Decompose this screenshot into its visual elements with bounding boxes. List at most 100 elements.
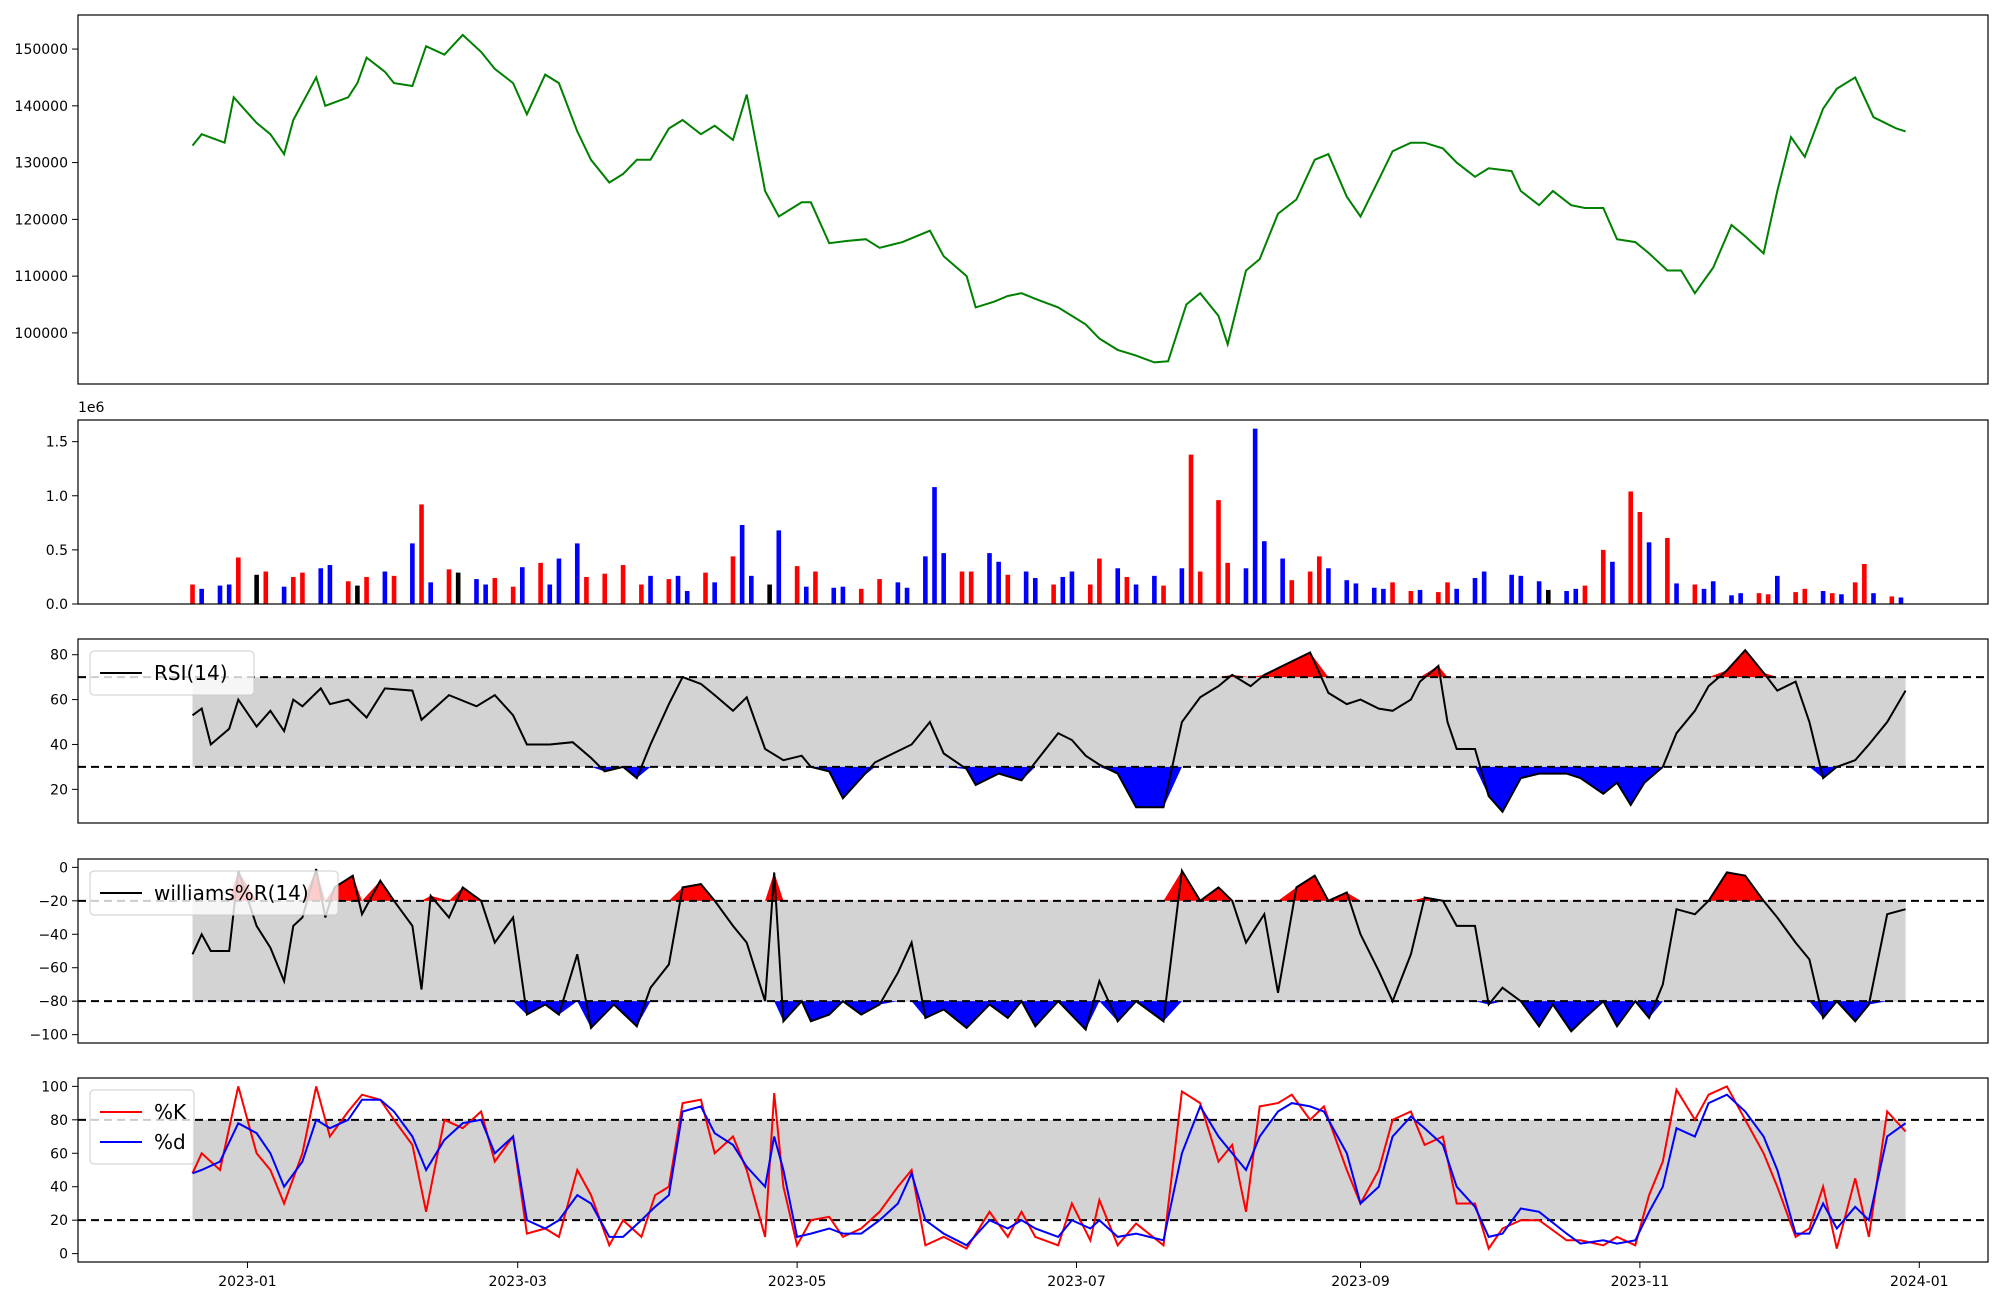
price-ytick-label: 110000 xyxy=(15,269,68,285)
volume-ytick-label: 0.0 xyxy=(46,597,68,613)
volume-bar xyxy=(1124,576,1130,604)
volume-bar xyxy=(254,574,259,604)
volume-bar xyxy=(1536,581,1542,604)
williams-axes-frame xyxy=(77,858,1989,1044)
volume-bar xyxy=(1371,587,1377,604)
williams-band-fill xyxy=(192,900,1906,1002)
stochastic-ytick-label: 40 xyxy=(50,1180,68,1196)
volume-bar xyxy=(666,579,672,604)
volume-bar xyxy=(364,576,369,604)
volume-bar xyxy=(739,524,745,604)
volume-bar xyxy=(1509,574,1514,604)
volume-bar xyxy=(1582,585,1588,604)
price-ytick-label: 140000 xyxy=(15,99,68,115)
volume-bar xyxy=(941,553,946,604)
volume-ytick-label: 1.5 xyxy=(46,435,68,451)
williams-ytick-label: 0 xyxy=(59,860,68,876)
volume-bar xyxy=(1610,561,1615,604)
volume-bar xyxy=(813,571,818,604)
volume-bar xyxy=(1243,568,1249,604)
volume-bar xyxy=(1188,454,1194,604)
rsi-band-fill xyxy=(192,677,1906,767)
volume-bar xyxy=(538,562,543,604)
volume-bar xyxy=(300,572,305,604)
rsi-ytick-label: 80 xyxy=(50,648,68,664)
volume-bar xyxy=(1729,595,1734,604)
x-tick-label: 2023-01 xyxy=(218,1274,277,1290)
volume-bar xyxy=(959,571,965,604)
volume-bar xyxy=(1216,500,1221,604)
volume-bar xyxy=(519,567,525,604)
volume-bar xyxy=(684,591,690,604)
volume-bar xyxy=(1408,591,1414,604)
volume-bar xyxy=(226,584,232,604)
volume-bar xyxy=(217,585,223,604)
volume-bar xyxy=(987,553,992,604)
rsi-ytick-label: 40 xyxy=(50,737,68,753)
volume-bar xyxy=(602,573,608,604)
volume-bar xyxy=(712,582,717,604)
volume-bar xyxy=(199,588,204,604)
stochastic-legend-label: %K xyxy=(154,1100,187,1124)
x-tick-label: 2023-11 xyxy=(1611,1274,1670,1290)
volume-bar xyxy=(547,584,553,604)
volume-bar xyxy=(794,566,800,604)
volume-bar xyxy=(1225,562,1230,604)
volume-bar xyxy=(1802,588,1808,604)
price-ytick-label: 150000 xyxy=(15,42,68,58)
volume-bar xyxy=(1115,568,1121,604)
stochastic-ytick-label: 80 xyxy=(50,1113,68,1129)
volume-bar xyxy=(1390,582,1395,604)
volume-bar xyxy=(895,582,901,604)
volume-bar xyxy=(1674,583,1679,604)
price-axes-frame xyxy=(77,14,1989,385)
volume-bar xyxy=(574,543,580,604)
volume-bar xyxy=(510,586,516,604)
volume-bar xyxy=(1344,580,1350,604)
volume-bar xyxy=(1005,574,1011,604)
volume-bar xyxy=(483,584,488,604)
volume-bar xyxy=(1023,571,1029,604)
volume-bar xyxy=(1564,591,1569,604)
volume-bar xyxy=(263,571,269,604)
volume-bar xyxy=(1889,596,1895,604)
rsi-overbought-fill xyxy=(192,650,1906,678)
volume-bar xyxy=(1161,585,1166,604)
volume-bar xyxy=(428,582,433,604)
volume-bar xyxy=(1756,593,1762,604)
volume-bar xyxy=(474,579,479,604)
volume-bar xyxy=(1545,589,1551,604)
volume-bar xyxy=(1069,571,1075,604)
volume-bar xyxy=(1454,588,1459,604)
volume-bar xyxy=(1518,575,1524,604)
volume-bar xyxy=(648,575,653,604)
x-tick-label: 2024-01 xyxy=(1890,1274,1949,1290)
volume-bar xyxy=(1646,542,1652,604)
volume-bar xyxy=(1051,584,1056,604)
volume-bar xyxy=(446,569,452,604)
rsi-ytick-label: 60 xyxy=(50,693,68,709)
williams-ytick-label: −40 xyxy=(38,927,68,943)
williams-legend-label: williams%R(14) xyxy=(154,881,309,905)
volume-bar xyxy=(1472,578,1478,604)
volume-ytick-label: 0.5 xyxy=(46,543,68,559)
volume-bar xyxy=(923,556,928,604)
volume-bar xyxy=(1307,571,1313,604)
volume-bar xyxy=(1829,593,1835,604)
volume-bar xyxy=(1179,568,1185,604)
stochastic-ytick-label: 20 xyxy=(50,1213,68,1229)
volume-bar xyxy=(236,557,241,604)
volume-axes-frame xyxy=(77,419,1989,605)
williams-oversold-fill xyxy=(192,1001,1906,1032)
volume-bar xyxy=(776,530,782,604)
volume-bar xyxy=(803,586,809,604)
volume-bar xyxy=(1692,584,1698,604)
stochastic-ytick-label: 0 xyxy=(59,1247,68,1263)
price-panel: 100000 110000 120000 130000 140000 150000 xyxy=(15,14,1989,385)
volume-bar xyxy=(1252,428,1258,604)
volume-bar xyxy=(620,565,626,604)
volume-bar xyxy=(1898,597,1904,604)
volume-bar xyxy=(419,504,424,604)
volume-bar xyxy=(1710,581,1716,604)
